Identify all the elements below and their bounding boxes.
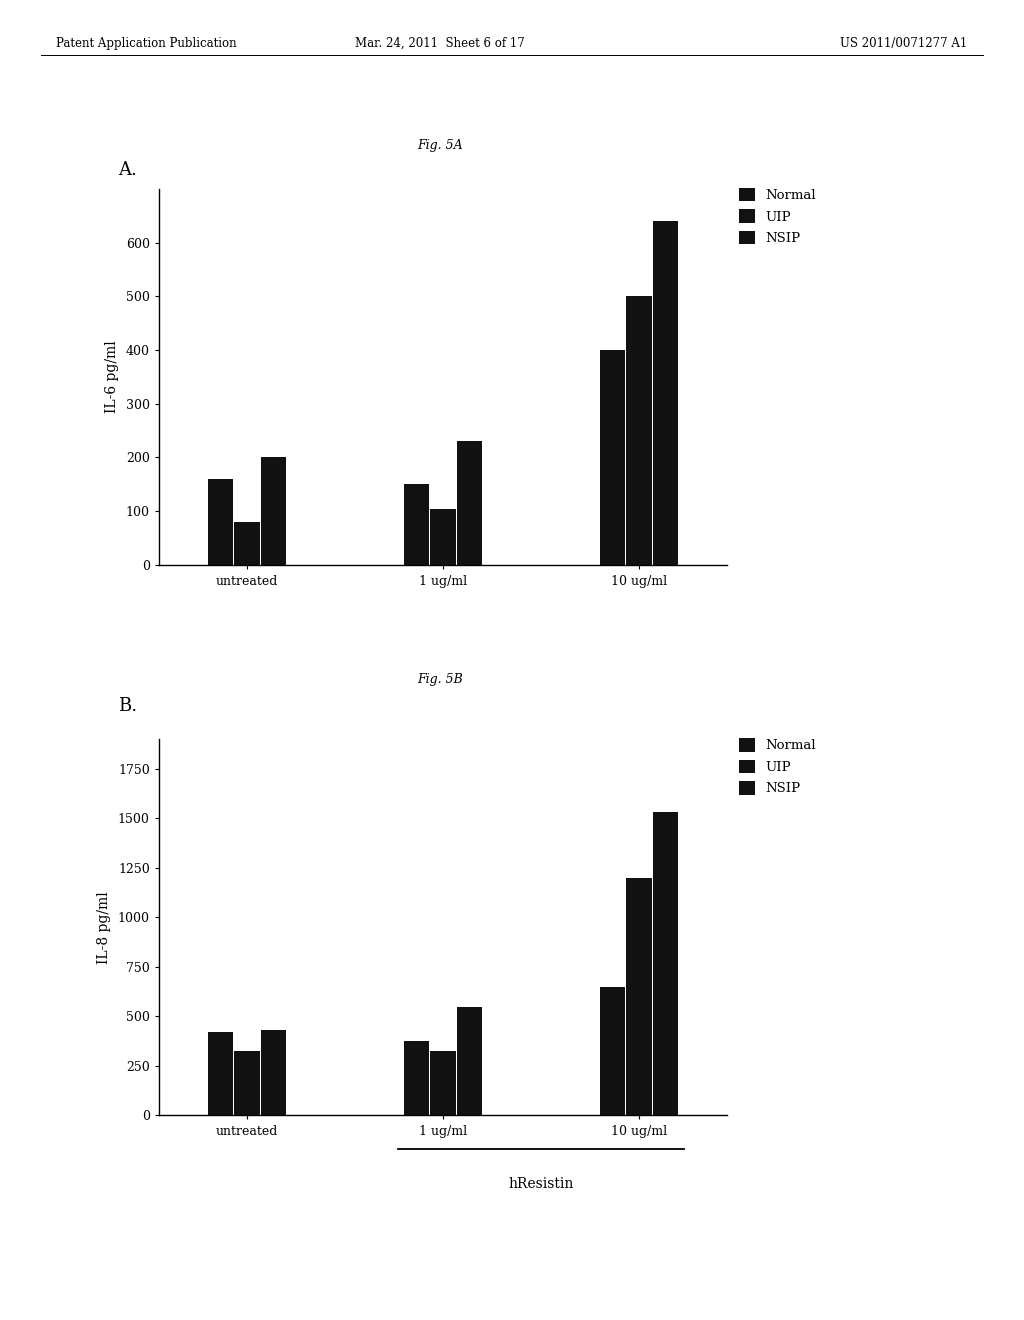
Bar: [261, 458, 286, 565]
Text: A.: A.: [118, 161, 136, 180]
Bar: [652, 220, 678, 565]
Text: Fig. 5B: Fig. 5B: [418, 673, 463, 686]
Y-axis label: IL-8 pg/ml: IL-8 pg/ml: [96, 891, 111, 964]
Text: hResistin: hResistin: [508, 1177, 573, 1192]
Bar: [234, 1051, 260, 1115]
Bar: [208, 1032, 233, 1115]
Bar: [600, 350, 625, 565]
Bar: [208, 479, 233, 565]
Bar: [430, 1051, 456, 1115]
Text: US 2011/0071277 A1: US 2011/0071277 A1: [841, 37, 968, 50]
Bar: [652, 813, 678, 1115]
Bar: [430, 508, 456, 565]
Text: Mar. 24, 2011  Sheet 6 of 17: Mar. 24, 2011 Sheet 6 of 17: [355, 37, 525, 50]
Legend: Normal, UIP, NSIP: Normal, UIP, NSIP: [739, 738, 816, 796]
Text: Fig. 5A: Fig. 5A: [418, 139, 463, 152]
Bar: [457, 441, 482, 565]
Text: B.: B.: [118, 697, 137, 715]
Bar: [600, 987, 625, 1115]
Legend: Normal, UIP, NSIP: Normal, UIP, NSIP: [739, 187, 816, 246]
Bar: [234, 521, 260, 565]
Bar: [626, 296, 651, 565]
Text: Patent Application Publication: Patent Application Publication: [56, 37, 237, 50]
Bar: [261, 1030, 286, 1115]
Y-axis label: IL-6 pg/ml: IL-6 pg/ml: [104, 341, 119, 413]
Bar: [626, 878, 651, 1115]
Bar: [457, 1007, 482, 1115]
Bar: [403, 484, 429, 565]
Bar: [403, 1041, 429, 1115]
